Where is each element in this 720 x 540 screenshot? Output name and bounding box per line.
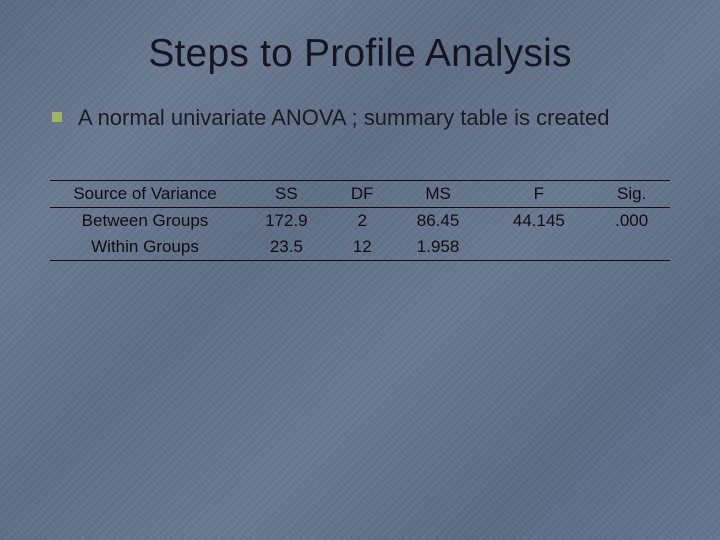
cell-df: 2 — [333, 207, 392, 234]
col-header-source: Source of Variance — [50, 180, 240, 207]
cell-df: 12 — [333, 234, 392, 261]
bullet-item: A normal univariate ANOVA ; summary tabl… — [52, 104, 668, 132]
col-header-sig: Sig. — [593, 180, 670, 207]
col-header-df: DF — [333, 180, 392, 207]
slide-title: Steps to Profile Analysis — [28, 32, 692, 76]
anova-summary-table: Source of Variance SS DF MS F Sig. Betwe… — [50, 180, 670, 261]
col-header-ss: SS — [240, 180, 333, 207]
cell-f — [484, 234, 593, 261]
bullet-text: A normal univariate ANOVA ; summary tabl… — [78, 104, 610, 132]
square-bullet-icon — [52, 112, 62, 122]
table-row: Between Groups 172.9 2 86.45 44.145 .000 — [50, 207, 670, 234]
cell-ms: 86.45 — [392, 207, 485, 234]
col-header-f: F — [484, 180, 593, 207]
cell-f: 44.145 — [484, 207, 593, 234]
anova-table-container: Source of Variance SS DF MS F Sig. Betwe… — [50, 180, 670, 261]
table-row: Within Groups 23.5 12 1.958 — [50, 234, 670, 261]
table-header-row: Source of Variance SS DF MS F Sig. — [50, 180, 670, 207]
cell-sig — [593, 234, 670, 261]
cell-ss: 172.9 — [240, 207, 333, 234]
cell-source: Within Groups — [50, 234, 240, 261]
col-header-ms: MS — [392, 180, 485, 207]
cell-source: Between Groups — [50, 207, 240, 234]
slide: Steps to Profile Analysis A normal univa… — [0, 0, 720, 540]
cell-sig: .000 — [593, 207, 670, 234]
cell-ms: 1.958 — [392, 234, 485, 261]
cell-ss: 23.5 — [240, 234, 333, 261]
